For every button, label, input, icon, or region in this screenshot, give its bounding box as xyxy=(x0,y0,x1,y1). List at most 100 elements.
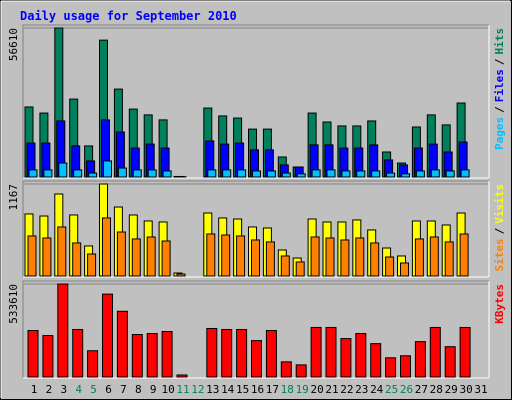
bar xyxy=(459,233,469,277)
bar xyxy=(252,170,261,178)
x-tick-label: 25 xyxy=(385,383,398,396)
bar xyxy=(370,343,382,378)
bar xyxy=(237,169,247,178)
legend: Pages / Files / Hits xyxy=(493,28,506,150)
bar xyxy=(326,169,336,178)
bar xyxy=(280,255,290,277)
bar xyxy=(281,172,291,178)
x-tick-label: 4 xyxy=(75,383,82,396)
bar xyxy=(147,169,157,178)
bar xyxy=(385,357,397,378)
bar xyxy=(236,235,246,277)
bar xyxy=(280,361,292,378)
bar xyxy=(415,170,425,178)
bar xyxy=(355,237,365,277)
bar xyxy=(430,169,440,178)
x-tick-label: 2 xyxy=(46,383,53,396)
legend-entry: Pages xyxy=(493,117,506,150)
bar xyxy=(445,170,455,178)
y-tick-label: 533610 xyxy=(7,284,20,324)
bar xyxy=(266,170,276,178)
bar xyxy=(355,333,367,378)
bar xyxy=(236,328,248,378)
bar xyxy=(311,169,321,178)
bar xyxy=(401,173,410,178)
bar xyxy=(102,293,113,378)
x-tick-label: 1 xyxy=(31,383,38,396)
bar xyxy=(176,273,186,277)
bar xyxy=(459,326,471,378)
bar xyxy=(57,283,69,378)
bar xyxy=(206,233,216,277)
x-tick-label: 27 xyxy=(415,383,428,396)
x-tick-label: 12 xyxy=(191,383,204,396)
bar xyxy=(444,241,454,277)
x-tick-label: 21 xyxy=(325,383,338,396)
bar xyxy=(161,331,173,378)
bar xyxy=(221,234,231,277)
bar xyxy=(414,238,424,277)
legend-entry: KBytes xyxy=(493,284,506,324)
bar xyxy=(370,242,380,277)
bar xyxy=(325,326,337,378)
x-tick-label: 16 xyxy=(251,383,264,396)
x-tick-label: 15 xyxy=(236,383,249,396)
bar xyxy=(251,340,262,378)
bar xyxy=(325,237,335,277)
bar xyxy=(310,326,322,378)
x-tick-label: 10 xyxy=(161,383,174,396)
bar xyxy=(87,253,97,277)
x-tick-label: 7 xyxy=(120,383,127,396)
bar xyxy=(131,238,141,277)
bar xyxy=(72,328,84,378)
bar xyxy=(42,237,52,277)
bar xyxy=(27,235,37,277)
bar xyxy=(132,169,142,178)
bar xyxy=(400,262,409,277)
bar xyxy=(206,327,218,378)
x-tick-label: 18 xyxy=(281,383,294,396)
legend-entry: Files xyxy=(493,69,506,102)
x-tick-label: 19 xyxy=(296,383,309,396)
bar xyxy=(222,169,232,178)
bar xyxy=(88,172,98,178)
x-tick-label: 17 xyxy=(266,383,279,396)
bar xyxy=(251,239,260,277)
bar xyxy=(444,346,456,378)
bar xyxy=(116,231,126,277)
bar xyxy=(400,355,411,378)
y-tick-label: 1167 xyxy=(7,184,20,211)
legend-separator: / xyxy=(493,106,506,113)
bar xyxy=(296,173,306,178)
bar xyxy=(58,162,68,178)
legend: KBytes xyxy=(493,284,506,324)
bar xyxy=(341,170,351,178)
bar xyxy=(429,236,439,277)
bar xyxy=(162,170,172,178)
bar xyxy=(27,330,39,378)
bar xyxy=(310,236,320,277)
x-tick-label: 29 xyxy=(445,383,458,396)
bar xyxy=(414,341,426,378)
bar xyxy=(103,160,112,178)
bar xyxy=(221,328,233,378)
bar xyxy=(117,167,127,178)
bar xyxy=(371,170,381,178)
x-tick-label: 20 xyxy=(310,383,323,396)
x-tick-label: 30 xyxy=(459,383,472,396)
bar xyxy=(176,374,188,378)
bar xyxy=(265,330,277,378)
bar xyxy=(429,326,441,378)
bar xyxy=(57,226,67,277)
legend-separator: / xyxy=(493,227,506,234)
bar xyxy=(385,256,395,277)
x-tick-label: 3 xyxy=(60,383,67,396)
bar xyxy=(43,169,53,178)
legend-separator: / xyxy=(493,58,506,65)
bar xyxy=(146,236,156,277)
x-tick-label: 13 xyxy=(206,383,219,396)
x-tick-label: 31 xyxy=(474,383,487,396)
x-tick-label: 14 xyxy=(221,383,235,396)
bar xyxy=(340,338,352,378)
